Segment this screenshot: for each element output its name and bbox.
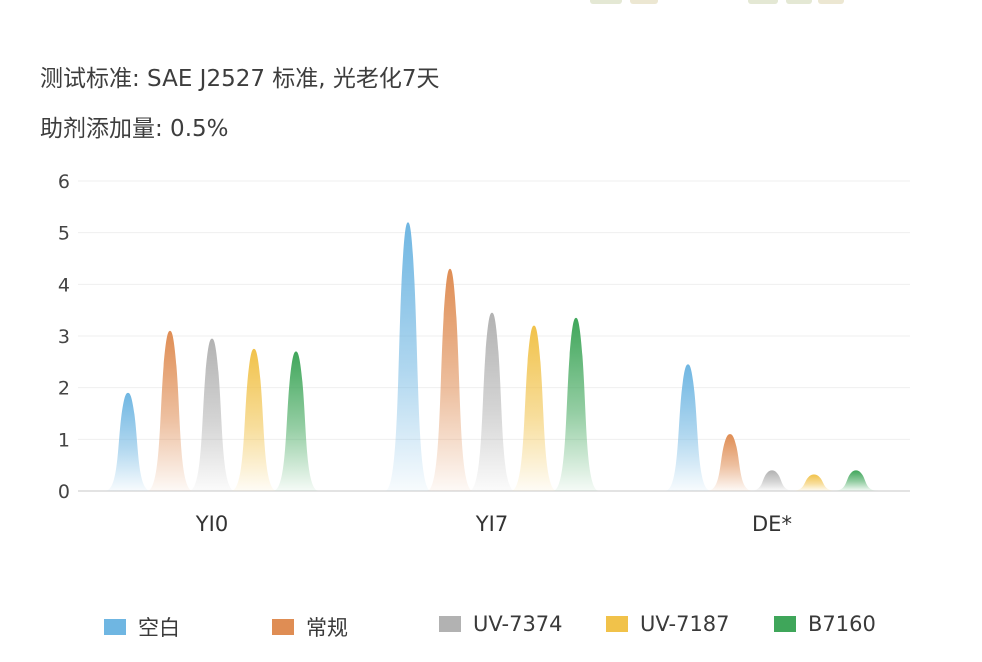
y-tick-label: 1 xyxy=(58,429,70,451)
x-category-label: YI0 xyxy=(195,512,228,536)
legend-item: UV-7374 xyxy=(439,612,563,636)
y-tick-label: 5 xyxy=(58,223,70,245)
bar-uv-7187-de xyxy=(791,474,837,491)
y-tick-label: 4 xyxy=(58,274,70,296)
bar-常规-yi7 xyxy=(427,268,473,491)
top-decoration-3 xyxy=(748,0,778,4)
bar-空白-yi7 xyxy=(385,222,431,492)
legend-swatch xyxy=(439,616,461,632)
bar-b7160-de xyxy=(833,470,879,491)
legend-label: UV-7374 xyxy=(473,612,563,636)
top-decoration-5 xyxy=(818,0,844,4)
bar-空白-yi0 xyxy=(105,392,151,491)
y-tick-label: 0 xyxy=(58,481,70,503)
bar-空白-de xyxy=(665,364,711,491)
legend-swatch xyxy=(272,619,294,635)
legend-swatch xyxy=(774,616,796,632)
bar-uv-7374-yi0 xyxy=(189,338,235,491)
legend-swatch xyxy=(606,616,628,632)
bar-b7160-yi0 xyxy=(273,351,319,491)
bar-常规-de xyxy=(707,434,753,491)
legend-swatch xyxy=(104,619,126,635)
y-tick-label: 2 xyxy=(58,378,70,400)
legend-item: UV-7187 xyxy=(606,612,730,636)
axis-labels: 0 1 2 3 4 5 6 YI0 YI7 DE* xyxy=(58,171,792,536)
legend: 空白 常规 UV-7374 UV-7187 B7160 xyxy=(0,612,982,646)
chart: 0 1 2 3 4 5 6 YI0 YI7 DE* xyxy=(58,171,910,536)
bar-uv-7187-yi7 xyxy=(511,325,557,491)
x-category-label: DE* xyxy=(752,512,792,536)
test-standard-text: 测试标准: SAE J2527 标准, 光老化7天 xyxy=(40,66,440,92)
bar-常规-yi0 xyxy=(147,330,193,491)
top-decoration-2 xyxy=(630,0,658,4)
bar-uv-7374-de xyxy=(749,470,795,491)
bar-b7160-yi7 xyxy=(553,317,599,491)
bar-uv-7187-yi0 xyxy=(231,348,277,491)
legend-item: B7160 xyxy=(774,612,876,636)
legend-item: 常规 xyxy=(272,612,348,642)
top-decoration-4 xyxy=(786,0,812,4)
legend-label: 空白 xyxy=(138,616,180,640)
additive-dosage-text: 助剂添加量: 0.5% xyxy=(40,116,229,142)
legend-label: UV-7187 xyxy=(640,612,730,636)
x-category-label: YI7 xyxy=(475,512,508,536)
y-tick-label: 6 xyxy=(58,171,70,193)
bars xyxy=(105,222,879,492)
bar-uv-7374-yi7 xyxy=(469,312,515,491)
legend-label: 常规 xyxy=(306,616,348,640)
y-tick-label: 3 xyxy=(58,326,70,348)
top-decoration-1 xyxy=(590,0,622,4)
legend-item: 空白 xyxy=(104,612,180,642)
legend-label: B7160 xyxy=(808,612,876,636)
